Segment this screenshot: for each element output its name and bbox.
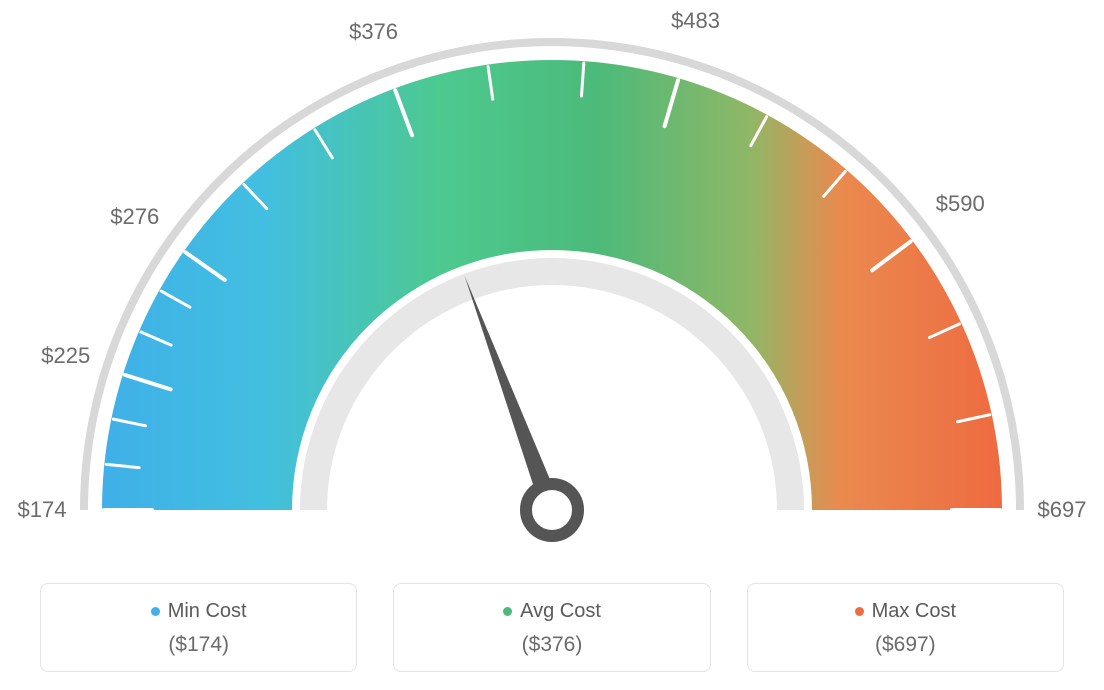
- legend-card-max: Max Cost ($697): [747, 583, 1064, 672]
- legend-title-max: Max Cost: [855, 600, 956, 623]
- legend-label-max: Max Cost: [872, 600, 956, 623]
- legend-card-min: Min Cost ($174): [40, 583, 357, 672]
- legend-title-min: Min Cost: [151, 600, 247, 623]
- legend-dot-min: [151, 607, 160, 616]
- legend-label-avg: Avg Cost: [520, 600, 601, 623]
- legend-row: Min Cost ($174) Avg Cost ($376) Max Cost…: [0, 583, 1104, 672]
- legend-value-avg: ($376): [404, 633, 699, 657]
- gauge-tick-label: $590: [936, 191, 985, 217]
- gauge-tick-label: $376: [349, 19, 398, 45]
- gauge-chart: $174 $225 $276 $376 $483 $590 $697: [0, 0, 1104, 560]
- legend-dot-avg: [503, 607, 512, 616]
- gauge-tick-label: $225: [41, 343, 90, 369]
- gauge-tick-label: $174: [18, 497, 67, 523]
- legend-title-avg: Avg Cost: [503, 600, 601, 623]
- legend-dot-max: [855, 607, 864, 616]
- legend-value-min: ($174): [51, 633, 346, 657]
- gauge-svg: [0, 0, 1104, 560]
- legend-label-min: Min Cost: [168, 600, 247, 623]
- legend-value-max: ($697): [758, 633, 1053, 657]
- gauge-tick-label: $483: [671, 8, 720, 34]
- gauge-tick-label: $276: [110, 204, 159, 230]
- legend-card-avg: Avg Cost ($376): [393, 583, 710, 672]
- gauge-tick-label: $697: [1038, 497, 1087, 523]
